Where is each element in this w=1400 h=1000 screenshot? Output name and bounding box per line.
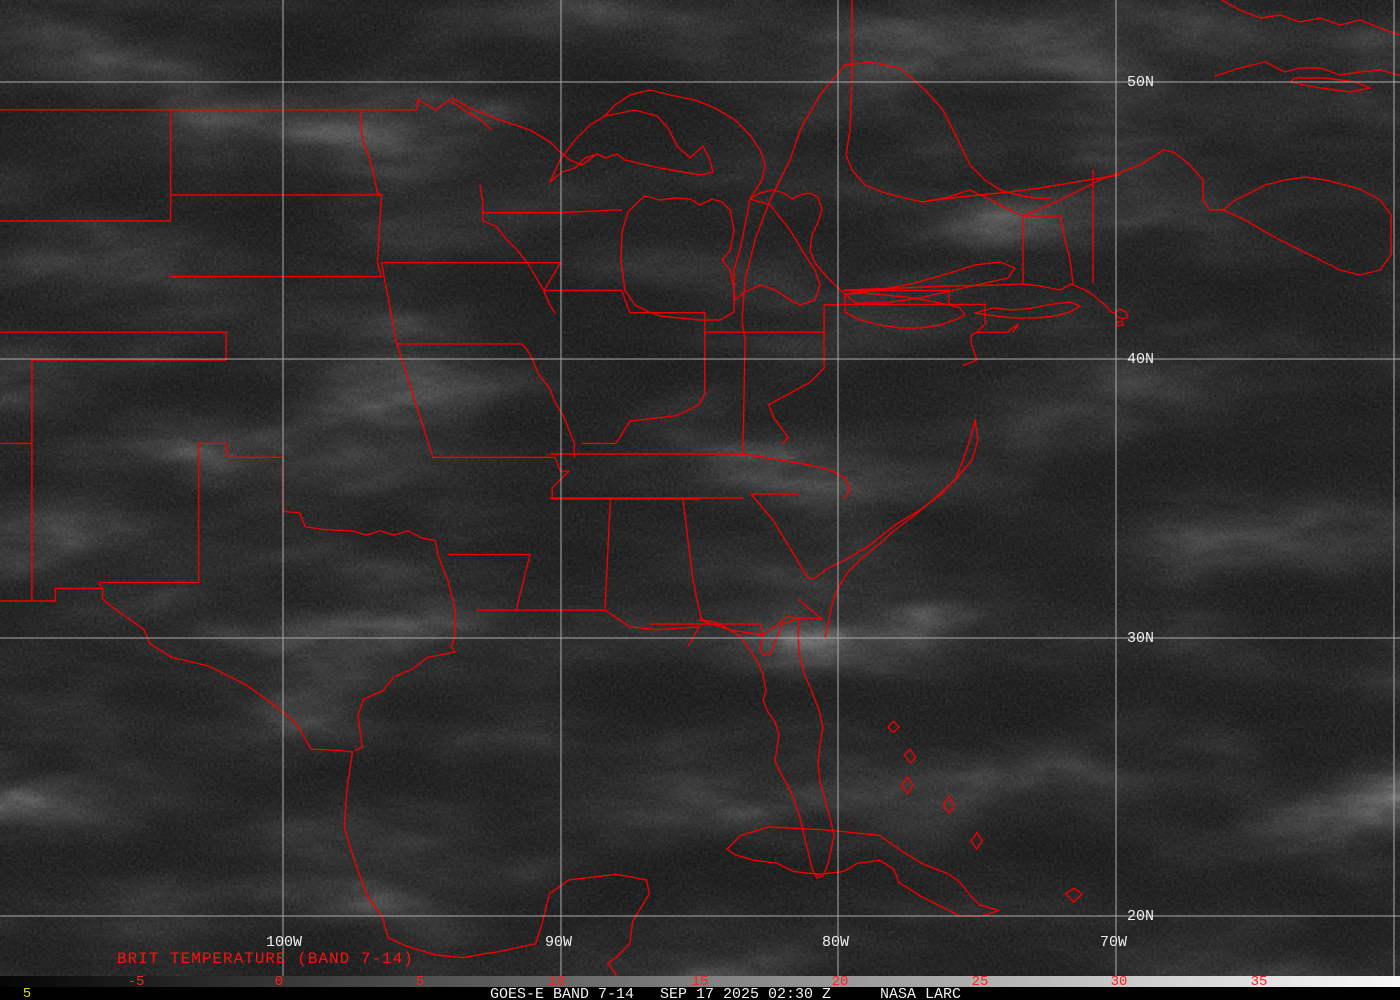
svg-text:5: 5 [23, 986, 31, 1000]
svg-text:NASA LARC: NASA LARC [880, 986, 961, 1000]
svg-text:90W: 90W [545, 934, 572, 951]
svg-text:100W: 100W [266, 934, 302, 951]
svg-text:35: 35 [1251, 976, 1268, 990]
svg-text:30N: 30N [1127, 630, 1154, 647]
svg-text:20: 20 [832, 976, 849, 990]
svg-text:70W: 70W [1100, 934, 1127, 951]
svg-text:50N: 50N [1127, 74, 1154, 91]
svg-text:25: 25 [972, 976, 989, 990]
svg-text:GOES-E BAND 7-14: GOES-E BAND 7-14 [490, 986, 634, 1000]
svg-text:5: 5 [416, 976, 424, 990]
svg-text:SEP 17 2025 02:30 Z: SEP 17 2025 02:30 Z [660, 986, 831, 1000]
svg-text:80W: 80W [822, 934, 849, 951]
svg-text:0: 0 [275, 976, 283, 990]
svg-text:30: 30 [1111, 976, 1128, 990]
svg-text:-5: -5 [128, 976, 145, 990]
svg-text:20N: 20N [1127, 908, 1154, 925]
svg-text:40N: 40N [1127, 351, 1154, 368]
